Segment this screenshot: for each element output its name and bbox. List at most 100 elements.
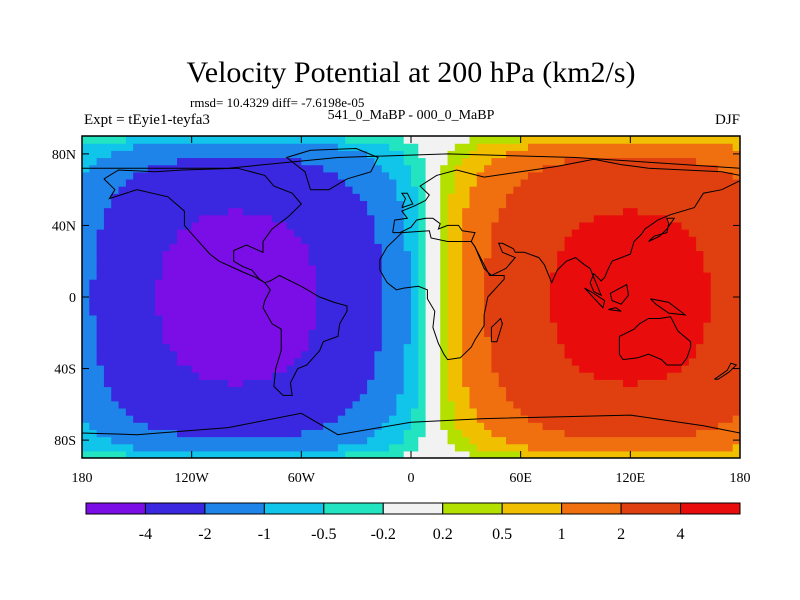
field-cell [447, 336, 456, 345]
field-cell [257, 221, 266, 230]
colorbar-label: -4 [139, 526, 152, 543]
field-cell [191, 372, 200, 380]
field-cell [111, 415, 120, 423]
field-cell [498, 322, 507, 330]
field-cell [177, 429, 185, 438]
field-cell [644, 450, 653, 458]
coastline-segment [714, 362, 738, 380]
field-cell [228, 400, 237, 409]
field-cell [571, 322, 580, 330]
field-cell [608, 364, 617, 373]
field-cell [206, 186, 215, 194]
field-cell [242, 314, 251, 323]
field-cell [615, 257, 624, 266]
field-cell [96, 229, 105, 237]
field-cell [484, 372, 493, 380]
field-cell [608, 422, 617, 430]
field-cell [96, 322, 105, 330]
field-cell [111, 229, 120, 237]
field-cell [206, 364, 215, 373]
field-cell [264, 436, 273, 445]
field-cell [732, 329, 740, 337]
field-cell [703, 243, 712, 252]
field-cell [147, 271, 156, 280]
field-cell [469, 186, 478, 194]
field-cell [337, 436, 346, 445]
field-cell [432, 236, 441, 244]
field-cell [571, 336, 580, 345]
field-cell [688, 322, 697, 330]
field-cell [315, 350, 324, 359]
field-cell [696, 386, 705, 395]
field-cell [111, 200, 120, 209]
field-cell [411, 357, 419, 366]
field-cell [162, 250, 171, 259]
field-cell [506, 400, 514, 409]
field-cell [432, 286, 441, 295]
field-cell [593, 136, 602, 144]
field-cell [710, 286, 719, 295]
field-cell [718, 407, 726, 416]
field-cell [498, 379, 507, 388]
field-cell [513, 307, 522, 316]
field-cell [615, 150, 624, 159]
field-cell [103, 300, 112, 309]
field-cell [213, 171, 222, 180]
field-cell [549, 271, 558, 280]
field-cell [527, 229, 536, 237]
field-cell [484, 429, 493, 438]
field-cell [411, 164, 419, 173]
field-cell [272, 193, 280, 201]
field-cell [586, 200, 595, 209]
field-cell [484, 450, 493, 458]
field-cell [688, 143, 697, 151]
field-cell [425, 243, 434, 252]
field-cell [118, 386, 127, 395]
field-cell [206, 264, 215, 273]
field-cell [652, 136, 661, 144]
field-cell [352, 322, 361, 330]
field-cell [674, 293, 683, 302]
field-cell [118, 207, 127, 216]
field-cell [235, 400, 244, 409]
field-cell [637, 271, 646, 280]
field-cell [315, 429, 324, 438]
field-cell [125, 386, 134, 395]
field-cell [725, 136, 734, 144]
field-cell [644, 193, 653, 201]
field-cell [506, 236, 514, 244]
field-cell [279, 357, 288, 366]
field-cell [315, 386, 324, 395]
coastline-segment [400, 192, 414, 209]
field-cell [623, 178, 631, 187]
field-cell [155, 186, 164, 194]
field-cell [688, 372, 697, 380]
field-cell [257, 400, 266, 409]
field-cell [411, 450, 419, 458]
field-cell [294, 178, 302, 187]
field-cell [535, 250, 544, 259]
field-cell [396, 293, 405, 302]
field-cell [674, 364, 683, 373]
field-cell [279, 386, 288, 395]
field-cell [623, 407, 631, 416]
field-cell [476, 286, 485, 295]
field-cell [725, 264, 734, 273]
field-cell [586, 415, 595, 423]
field-cell [337, 178, 346, 187]
field-cell [498, 257, 507, 266]
field-cell [571, 229, 580, 237]
field-cell [491, 443, 500, 452]
field-cell [396, 279, 405, 287]
field-cell [725, 443, 734, 452]
field-cell [206, 436, 215, 445]
field-cell [520, 171, 529, 180]
field-cell [608, 429, 617, 438]
field-cell [469, 429, 478, 438]
field-cell [571, 236, 580, 244]
field-cell [89, 293, 98, 302]
field-cell [359, 200, 368, 209]
field-cell [564, 314, 573, 323]
field-cell [652, 264, 661, 273]
field-cell [637, 386, 646, 395]
